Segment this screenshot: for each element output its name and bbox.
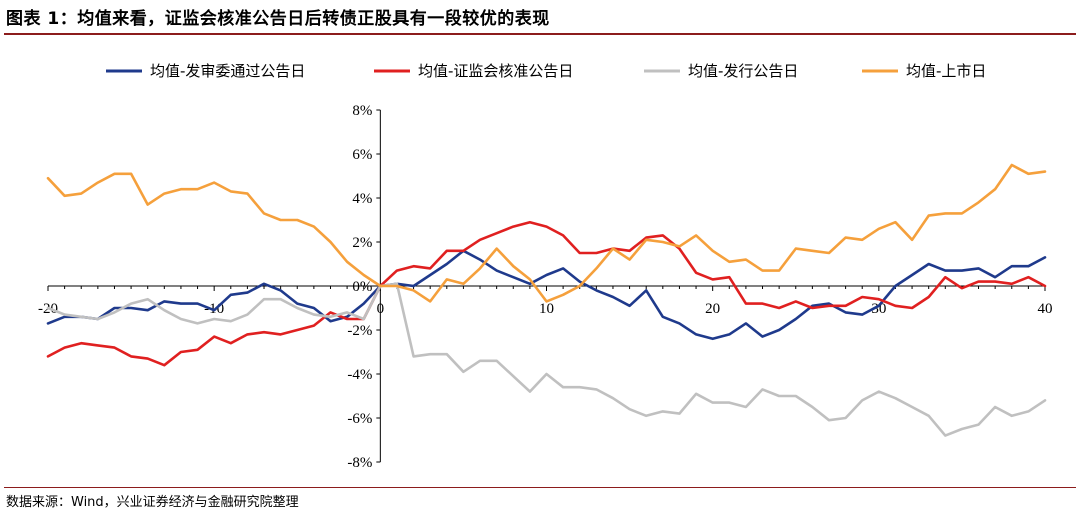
x-tick-label: 0 — [377, 301, 385, 317]
chart-title: 图表 1：均值来看，证监会核准公告日后转债正股具有一段较优的表现 — [6, 9, 550, 29]
series-line-3 — [46, 282, 1047, 437]
x-tick-label: 10 — [539, 301, 554, 317]
legend-label-4: 均值-上市日 — [906, 62, 986, 80]
y-tick-label: -8% — [347, 455, 372, 471]
legend-label-2: 均值-证监会核准公告日 — [418, 62, 573, 80]
x-tick-label: 30 — [871, 301, 886, 317]
series-line-1 — [46, 249, 1047, 341]
y-tick-label: 8% — [352, 103, 372, 119]
y-tick-label: -2% — [347, 323, 372, 339]
source-rule — [4, 487, 1076, 488]
series-line-4 — [46, 163, 1047, 303]
legend-label-1: 均值-发审委通过公告日 — [150, 62, 305, 80]
legend: 均值-发审委通过公告日 均值-证监会核准公告日 均值-发行公告日 均值-上市日 — [106, 62, 986, 80]
legend-label-3: 均值-发行公告日 — [688, 62, 798, 80]
axes: 8%6%4%2%0%-2%-4%-6%-8%-20 -10 0 10 20 30 40 — [38, 103, 1053, 471]
source-note: 数据来源：Wind，兴业证券经济与金融研究院整理 — [6, 495, 299, 510]
y-tick-label: 2% — [352, 235, 372, 251]
y-tick-label: 4% — [352, 191, 372, 207]
y-tick-label: -4% — [347, 367, 372, 383]
series-group — [46, 163, 1047, 437]
y-tick-label: -6% — [347, 411, 372, 427]
series-line-2 — [46, 220, 1047, 367]
x-tick-label: 20 — [705, 301, 720, 317]
y-tick-label: 0% — [352, 279, 372, 295]
x-tick-label: 40 — [1038, 301, 1053, 317]
y-tick-label: 6% — [352, 147, 372, 163]
title-rule — [4, 33, 1076, 35]
